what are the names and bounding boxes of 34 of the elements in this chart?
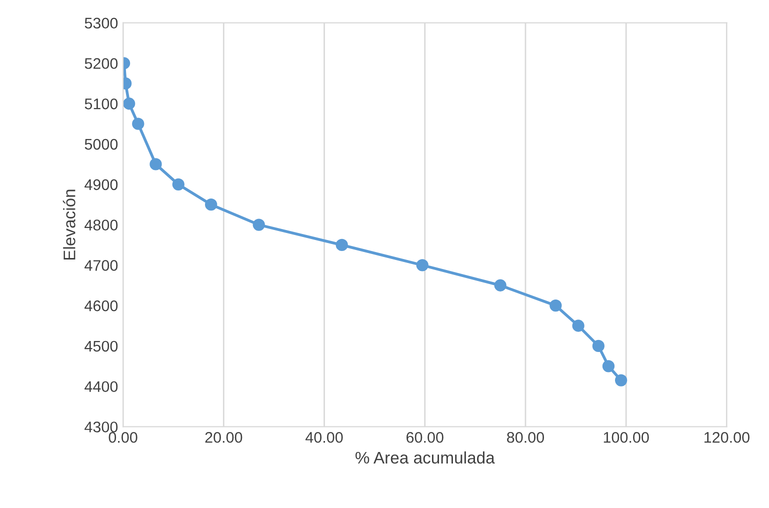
y-tick-label: 4500 xyxy=(84,340,118,352)
x-axis-title: % Area acumulada xyxy=(356,451,495,464)
y-tick-label: 4700 xyxy=(84,260,118,271)
y-tick-label: 5100 xyxy=(84,98,118,110)
x-tick-label: 80.00 xyxy=(507,432,544,443)
point xyxy=(252,218,265,231)
point xyxy=(336,238,348,252)
point xyxy=(614,374,628,386)
point xyxy=(123,98,136,110)
y-axis-title: Elevación xyxy=(62,190,76,260)
y-tick-label: 4800 xyxy=(84,220,118,230)
point xyxy=(150,158,162,170)
x-tick-label: 40.00 xyxy=(306,432,343,443)
x-tick-label: 20.00 xyxy=(205,432,242,443)
x-tick-label: 100.00 xyxy=(604,432,649,443)
point xyxy=(172,178,184,190)
y-tick-label: 5000 xyxy=(84,138,118,150)
point xyxy=(550,299,562,312)
y-tick-label: 5200 xyxy=(84,58,118,69)
y-tick-label: 4400 xyxy=(84,381,118,392)
point xyxy=(572,320,584,332)
x-tick-label: 0.00 xyxy=(108,432,138,443)
y-tick-label: 5300 xyxy=(84,18,118,29)
point xyxy=(592,340,604,352)
point xyxy=(205,198,218,211)
point xyxy=(602,360,615,372)
point xyxy=(494,279,506,292)
point xyxy=(416,259,428,272)
point xyxy=(132,118,144,130)
x-tick-label: 120.00 xyxy=(704,432,750,443)
y-tick-label: 4900 xyxy=(84,179,118,190)
y-tick-label: 4300 xyxy=(84,422,118,432)
x-tick-label: 60.00 xyxy=(406,432,444,443)
y-tick-label: 4600 xyxy=(84,300,118,312)
